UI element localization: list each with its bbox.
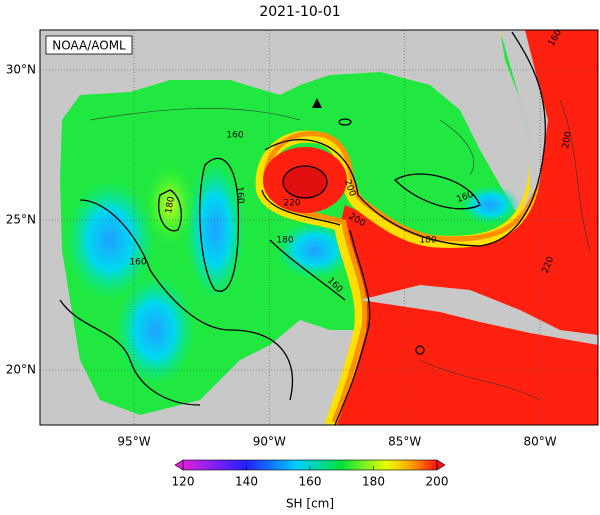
lon-tick-label: 80°W — [523, 435, 556, 449]
contour-label: 160 — [226, 131, 243, 141]
contour-label: 180 — [276, 236, 293, 246]
colorbar-tick-label: 200 — [426, 475, 449, 489]
contour-label: 180 — [419, 236, 436, 246]
colorbar-min-arrow — [174, 459, 184, 471]
map-area — [40, 30, 598, 425]
colorbar-tick-label: 120 — [172, 475, 195, 489]
colorbar-label: SH [cm] — [286, 497, 334, 511]
colorbar-tick-label: 180 — [362, 475, 385, 489]
contour-label: 220 — [283, 199, 300, 209]
contour-label: 160 — [234, 186, 245, 204]
lat-tick-label: 20°N — [6, 363, 36, 377]
map-frame — [39, 29, 599, 426]
title: 2021-10-01 — [259, 4, 340, 20]
contour-label: 160 — [129, 258, 146, 268]
credit-box — [45, 35, 133, 55]
colorbar-tick-label: 160 — [299, 475, 322, 489]
lat-tick-label: 25°N — [6, 213, 36, 227]
contour-label: 200 — [561, 130, 574, 149]
lon-tick-label: 85°W — [388, 435, 421, 449]
colorbar-max-arrow — [436, 459, 446, 471]
contour-label: 180 — [164, 195, 177, 214]
lon-tick-label: 90°W — [253, 435, 286, 449]
colorbar-tick-label: 140 — [235, 475, 258, 489]
credit: NOAA/AOML — [52, 39, 126, 53]
lat-tick-label: 30°N — [6, 63, 36, 77]
lon-tick-label: 95°W — [117, 435, 150, 449]
